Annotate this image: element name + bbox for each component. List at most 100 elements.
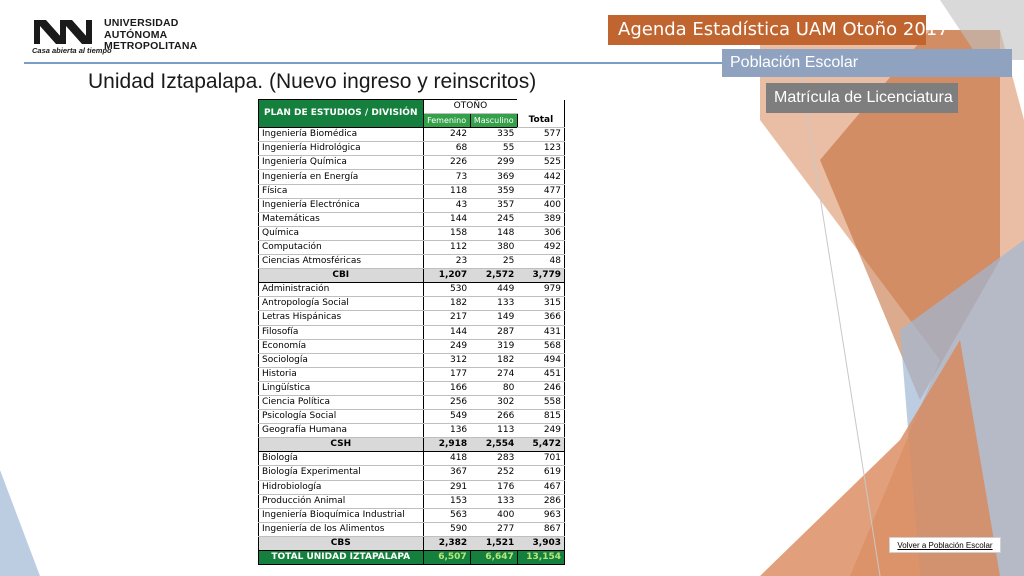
fem-cell: 118 xyxy=(423,184,471,199)
fem-cell: 73 xyxy=(423,169,471,185)
deco-gray-band xyxy=(940,0,1024,60)
mas-cell: 380 xyxy=(470,240,518,256)
total-cell: 246 xyxy=(517,381,566,396)
mas-cell: 357 xyxy=(470,198,518,213)
total-cell: 13,154 xyxy=(516,549,566,566)
mas-cell: 287 xyxy=(470,325,518,340)
subsection-banner: Matrícula de Licenciatura xyxy=(766,83,958,113)
fem-cell: 256 xyxy=(423,395,471,411)
table-row: Ciencias Atmosféricas 23 25 48 xyxy=(258,254,566,270)
table-row: Administración 530 449 979 xyxy=(258,282,566,298)
fem-cell: 249 xyxy=(423,339,471,354)
col-plan-header: PLAN DE ESTUDIOS / DIVISIÓN xyxy=(258,98,424,129)
mas-cell: 113 xyxy=(470,423,518,439)
fem-cell: 68 xyxy=(423,141,471,157)
total-cell: 867 xyxy=(517,522,566,537)
mas-cell: 283 xyxy=(470,451,518,467)
table-row: Ingeniería de los Alimentos 590 277 867 xyxy=(258,522,566,537)
table-row: Lingüística 166 80 246 xyxy=(258,381,566,396)
fem-cell: 43 xyxy=(423,198,471,213)
fem-cell: 242 xyxy=(423,127,471,143)
fem-cell: 312 xyxy=(423,353,471,368)
total-cell: 5,472 xyxy=(517,437,566,453)
division-subtotal-row: CSH 2,918 2,554 5,472 xyxy=(258,437,566,453)
section-banner: Población Escolar xyxy=(722,49,1012,77)
mas-cell: 2,554 xyxy=(470,437,518,453)
table-row: Historia 177 274 451 xyxy=(258,367,566,382)
mas-cell: 252 xyxy=(470,465,518,481)
fem-cell: 23 xyxy=(423,254,471,270)
plan-cell: Administración xyxy=(258,282,424,298)
mas-cell: 449 xyxy=(470,282,518,298)
plan-cell: Ingeniería Electrónica xyxy=(258,198,424,213)
total-cell: 558 xyxy=(517,395,566,411)
plan-cell: Ingeniería Biomédica xyxy=(258,127,424,143)
plan-cell: CSH xyxy=(258,437,424,453)
uam-logo xyxy=(34,20,92,44)
plan-cell: Ingeniería Bioquímica Industrial xyxy=(258,508,424,523)
plan-cell: Filosofía xyxy=(258,325,424,340)
plan-cell: CBI xyxy=(258,268,424,284)
fem-cell: 144 xyxy=(423,325,471,340)
mas-cell: 55 xyxy=(470,141,518,157)
total-cell: 577 xyxy=(517,127,566,143)
plan-cell: Economía xyxy=(258,339,424,354)
table-row: Química 158 148 306 xyxy=(258,226,566,241)
plan-cell: Computación xyxy=(258,240,424,256)
total-cell: 306 xyxy=(517,226,566,241)
table-row: Ciencia Política 256 302 558 xyxy=(258,395,566,411)
agenda-banner: Agenda Estadística UAM Otoño 2017 xyxy=(608,15,949,45)
total-cell: 494 xyxy=(517,353,566,368)
mas-cell: 400 xyxy=(470,508,518,523)
plan-cell: Ingeniería Química xyxy=(258,155,424,171)
fem-cell: 549 xyxy=(423,409,471,425)
total-cell: 431 xyxy=(517,325,566,340)
fem-cell: 112 xyxy=(423,240,471,256)
page-title: Unidad Iztapalapa. (Nuevo ingreso y rein… xyxy=(88,70,537,93)
table-row: Filosofía 144 287 431 xyxy=(258,325,566,340)
table-row: Ingeniería Electrónica 43 357 400 xyxy=(258,198,566,213)
plan-cell: Sociología xyxy=(258,353,424,368)
fem-cell: 136 xyxy=(423,423,471,439)
fem-cell: 590 xyxy=(423,522,471,537)
table-row: Matemáticas 144 245 389 xyxy=(258,212,566,227)
table-row: Biología 418 283 701 xyxy=(258,451,566,467)
col-fem-header: Femenino xyxy=(422,113,471,129)
table-row: Hidrobiología 291 176 467 xyxy=(258,480,566,495)
plan-cell: Matemáticas xyxy=(258,212,424,227)
fem-cell: 291 xyxy=(423,480,471,495)
university-line2: AUTÓNOMA xyxy=(104,28,168,41)
total-cell: 389 xyxy=(517,212,566,227)
table-row: Letras Hispánicas 217 149 366 xyxy=(258,310,566,326)
grand-total-row: TOTAL UNIDAD IZTAPALAPA 6,507 6,647 13,154 xyxy=(258,549,566,566)
mas-cell: 133 xyxy=(470,494,518,509)
mas-cell: 299 xyxy=(470,155,518,171)
enrollment-table: PLAN DE ESTUDIOS / DIVISIÓN OTOÑO Total … xyxy=(258,98,566,566)
mas-cell: 80 xyxy=(470,381,518,396)
mas-cell: 359 xyxy=(470,184,518,199)
total-cell: 815 xyxy=(517,409,566,425)
back-to-poblacion-link[interactable]: Volver a Población Escolar xyxy=(889,537,1001,553)
university-line3: METROPOLITANA xyxy=(104,40,198,52)
total-cell: 366 xyxy=(517,310,566,326)
fem-cell: 1,207 xyxy=(423,268,471,284)
plan-cell: Lingüística xyxy=(258,381,424,396)
fem-cell: 367 xyxy=(423,465,471,481)
mas-cell: 176 xyxy=(470,480,518,495)
total-cell: 286 xyxy=(517,494,566,509)
table-row: Ingeniería Química 226 299 525 xyxy=(258,155,566,171)
plan-cell: Ciencias Atmosféricas xyxy=(258,254,424,270)
table-row: Computación 112 380 492 xyxy=(258,240,566,256)
total-cell: 525 xyxy=(517,155,566,171)
fem-cell: 217 xyxy=(423,310,471,326)
fem-cell: 530 xyxy=(423,282,471,298)
fem-cell: 177 xyxy=(423,367,471,382)
table-row: Ingeniería Hidrológica 68 55 123 xyxy=(258,141,566,157)
total-cell: 568 xyxy=(517,339,566,354)
total-cell: 451 xyxy=(517,367,566,382)
university-line1: UNIVERSIDAD xyxy=(104,17,179,29)
plan-cell: Física xyxy=(258,184,424,199)
university-tagline: Casa abierta al tiempo xyxy=(32,46,112,55)
mas-cell: 149 xyxy=(470,310,518,326)
mas-cell: 1,521 xyxy=(470,535,518,552)
